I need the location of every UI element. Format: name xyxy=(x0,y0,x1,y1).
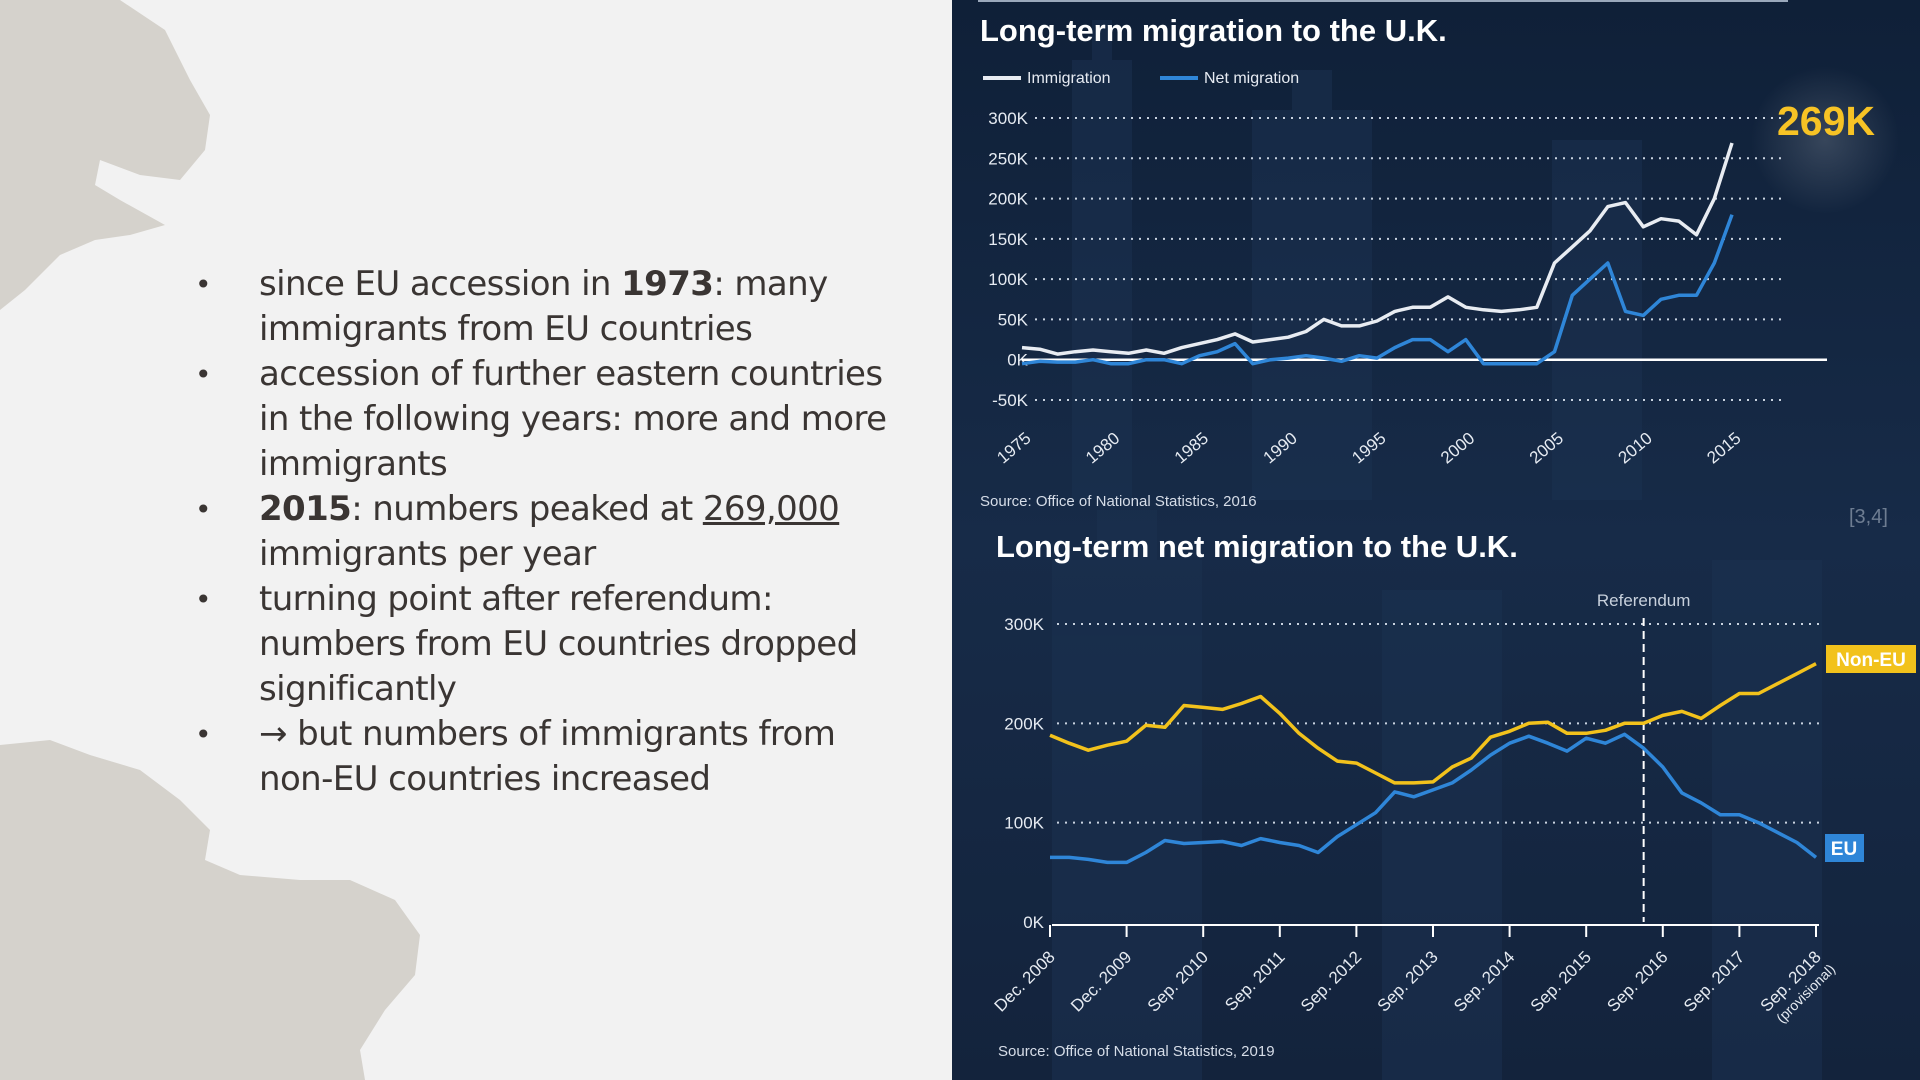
chart1-net-migration-line xyxy=(1021,214,1734,366)
map-landmass-bottom xyxy=(0,740,420,1080)
chart-panel: Long-term migration to the U.K. Immigrat… xyxy=(952,0,1920,1080)
bullet-item-non-eu-increase: → but numbers of immigrants from non-EU … xyxy=(195,712,915,802)
chart1-title: Long-term migration to the U.K. xyxy=(980,13,1447,48)
chart1-y-tick-label: 300K xyxy=(988,109,1028,128)
bullet-item-2015-peak: 2015: numbers peaked at 269,000 immigran… xyxy=(195,487,915,577)
chart2-non-eu-line xyxy=(1049,662,1817,785)
skyline-silhouette xyxy=(1052,20,1822,1080)
chart2-source: Source: Office of National Statistics, 2… xyxy=(998,1043,1275,1060)
citation-label: [3,4] xyxy=(1849,506,1888,528)
map-silhouette-background xyxy=(0,0,420,1080)
chart1-y-tick-label: 200K xyxy=(988,190,1028,209)
panel-top-rule xyxy=(978,0,1788,2)
chart2-y-ticks: 0K 100K 200K 300K xyxy=(1004,615,1044,932)
chart1-peak-glow xyxy=(1751,66,1899,214)
chart2-y-tick-label: 0K xyxy=(1023,913,1044,932)
bullet-list: since EU accession in 1973: many immigra… xyxy=(195,262,915,802)
chart1-y-tick-label: 250K xyxy=(988,149,1028,168)
legend-net-migration-swatch xyxy=(1160,76,1198,80)
chart2-y-tick-label: 200K xyxy=(1004,714,1044,733)
eu-label: EU xyxy=(1831,839,1857,860)
chart2-eu-line xyxy=(1050,732,1818,865)
bullet-item-eastern-accession: accession of further eastern countries i… xyxy=(195,352,915,487)
chart1-y-tick-label: 100K xyxy=(988,270,1028,289)
chart2-y-tick-label: 300K xyxy=(1004,615,1044,634)
chart2-title: Long-term net migration to the U.K. xyxy=(996,529,1518,564)
non-eu-label: Non-EU xyxy=(1836,650,1906,671)
eu-label-box xyxy=(1825,834,1864,862)
chart2-y-tick-label: 100K xyxy=(1004,814,1044,833)
chart1-peak-annotation: 269K xyxy=(1777,98,1875,144)
chart1-y-tick-label: -50K xyxy=(992,391,1029,410)
chart1-source: Source: Office of National Statistics, 2… xyxy=(980,493,1257,510)
bullet-item-turning-point: turning point after referendum: numbers … xyxy=(195,577,915,712)
non-eu-label-box xyxy=(1826,645,1916,673)
map-landmass-top xyxy=(0,0,210,310)
chart1-immigration-line xyxy=(1021,142,1734,356)
legend-immigration-label: Immigration xyxy=(1027,70,1111,87)
legend-immigration-swatch xyxy=(983,76,1021,80)
legend-net-migration-label: Net migration xyxy=(1204,70,1299,87)
chart1-y-tick-label: 150K xyxy=(988,230,1028,249)
chart1-y-tick-label: 50K xyxy=(998,310,1029,329)
referendum-label: Referendum xyxy=(1597,591,1691,610)
bullet-item-eu-accession: since EU accession in 1973: many immigra… xyxy=(195,262,915,352)
